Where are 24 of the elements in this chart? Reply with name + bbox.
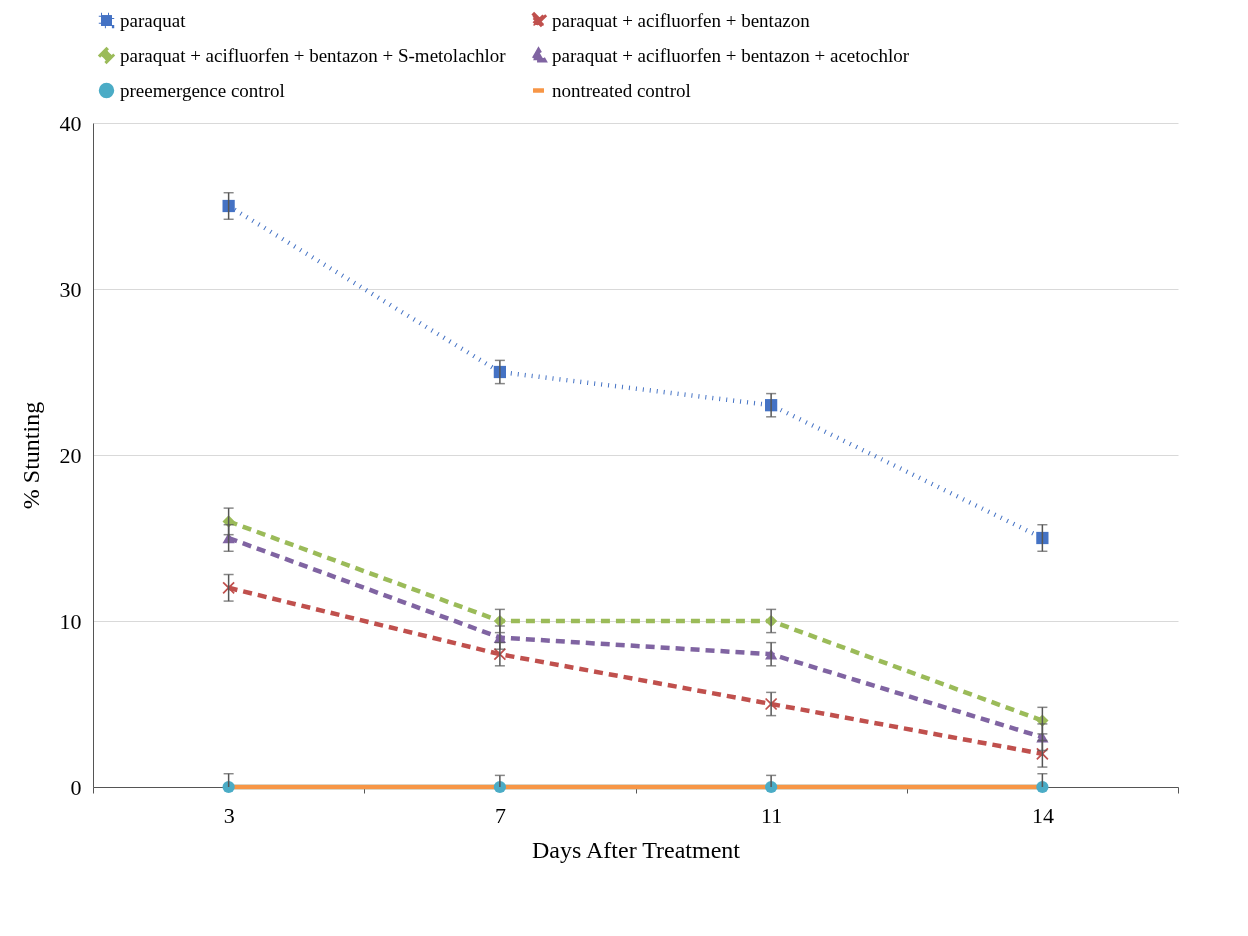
y-tick-label: 0	[70, 774, 82, 800]
legend-label: nontreated control	[552, 79, 691, 101]
point	[493, 780, 506, 794]
x-tick-label: 7	[494, 802, 506, 828]
y-tick-label: 40	[59, 110, 82, 136]
point	[765, 780, 778, 794]
point	[1036, 531, 1049, 545]
legend-label: preemergence control	[120, 79, 285, 101]
legend-label: paraquat + acifluorfen + bentazon + acetochlor	[552, 44, 910, 66]
legend-label: paraquat + acifluorfen + bentazon	[552, 9, 811, 31]
point	[222, 581, 235, 594]
y-axis-title: % Stunting	[17, 401, 44, 510]
y-tick-label: 20	[59, 442, 82, 468]
legend-label: paraquat	[120, 9, 187, 31]
x-axis-title: Days After Treatment	[532, 836, 741, 863]
legend-label: paraquat + acifluorfen + bentazon + S-metolachlor	[120, 44, 507, 66]
x-tick-label: 3	[223, 802, 235, 828]
x-tick-label: 11	[761, 802, 783, 828]
point	[222, 199, 235, 213]
x-tick-label: 14	[1031, 802, 1054, 828]
y-tick-label: 10	[59, 608, 82, 634]
y-tick-label: 30	[59, 276, 82, 302]
point	[1036, 780, 1049, 794]
point	[222, 780, 235, 794]
